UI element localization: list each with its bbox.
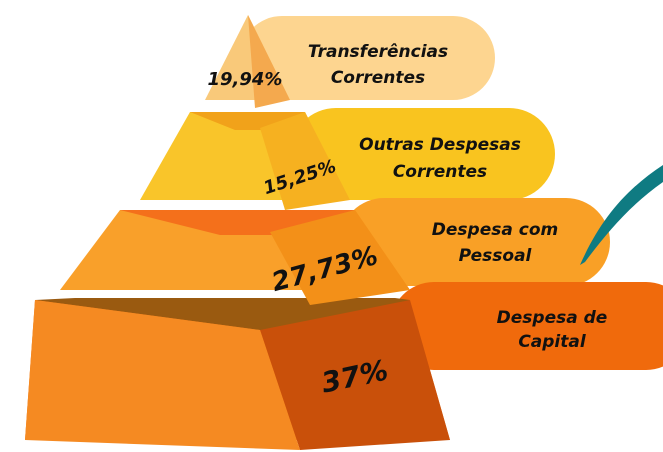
pyramid-face xyxy=(25,300,300,450)
pyramid-face xyxy=(270,210,410,305)
level-label: Correntes xyxy=(331,68,425,88)
pyramid-face xyxy=(260,112,350,210)
banner xyxy=(390,282,663,370)
banner xyxy=(340,198,610,286)
level-label: Pessoal xyxy=(459,246,533,266)
pyramid-face xyxy=(260,300,450,450)
level-label: Despesa com xyxy=(432,220,558,240)
banner xyxy=(240,16,495,100)
level-label: Despesa de xyxy=(497,308,608,328)
level-value: 19,94% xyxy=(208,69,283,90)
level-label: Capital xyxy=(518,332,587,352)
pyramid-face xyxy=(248,15,290,108)
level-label: Correntes xyxy=(393,162,487,182)
level-label: Transferências xyxy=(308,42,448,62)
decor-stroke xyxy=(580,165,663,265)
level-label: Outras Despesas xyxy=(359,135,521,155)
banner xyxy=(290,108,555,200)
